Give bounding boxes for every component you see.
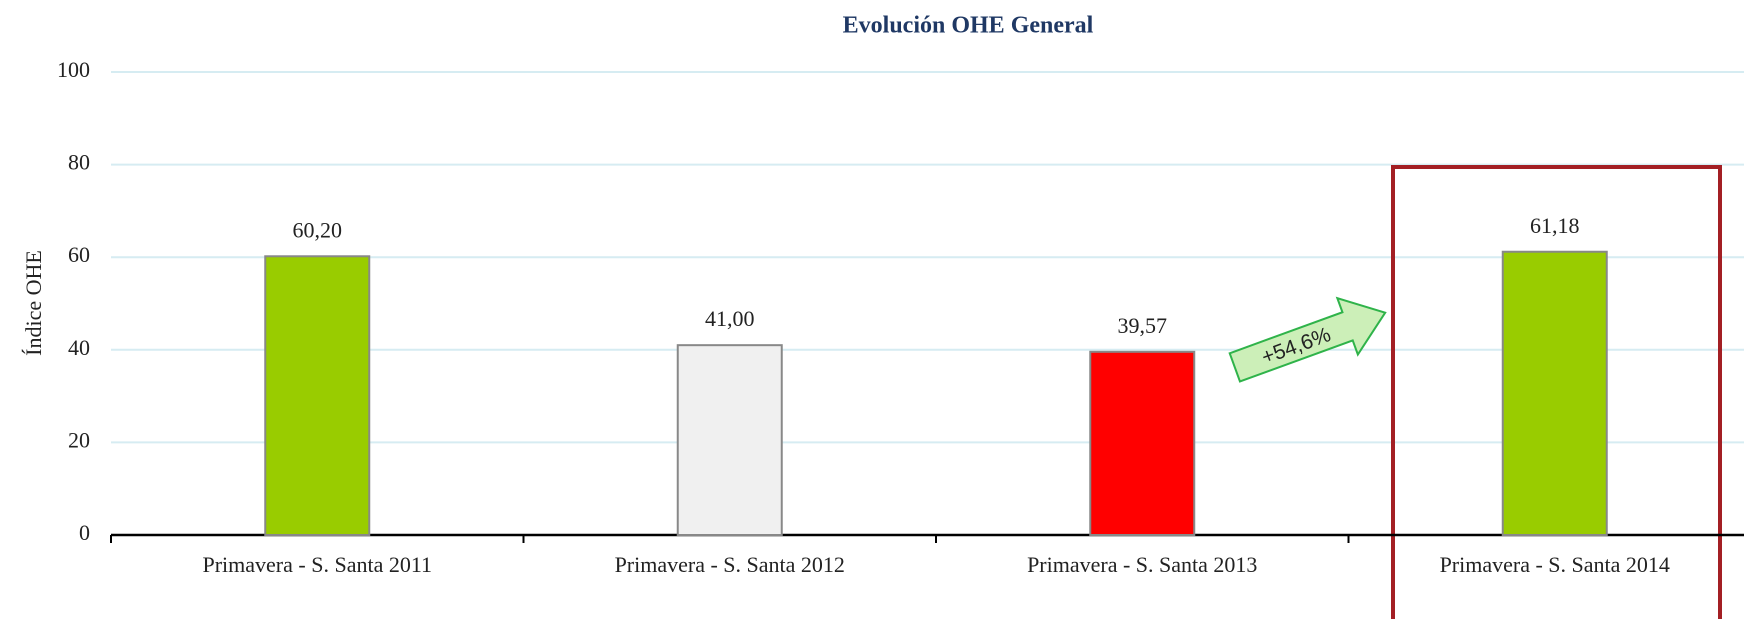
- arrow-shape: [1228, 296, 1387, 383]
- bar: [676, 344, 783, 537]
- bar: [264, 255, 371, 536]
- value-label: 41,00: [705, 306, 755, 331]
- y-axis-label: Índice OHE: [21, 250, 46, 356]
- x-tick-label: Primavera - S. Santa 2014: [1440, 552, 1670, 577]
- y-tick-label: 20: [68, 427, 90, 452]
- highlight-box: [1391, 165, 1722, 619]
- y-tick-label: 40: [68, 335, 90, 360]
- value-label: 61,18: [1530, 213, 1580, 238]
- y-tick-label: 80: [68, 150, 90, 175]
- x-tick-label: Primavera - S. Santa 2011: [202, 552, 432, 577]
- growth-arrow: +54,6%: [1228, 296, 1387, 383]
- bar: [1501, 250, 1608, 536]
- x-tick-label: Primavera - S. Santa 2013: [1027, 552, 1257, 577]
- value-label: 39,57: [1118, 313, 1168, 338]
- y-tick-label: 100: [57, 57, 90, 82]
- y-tick-label: 0: [79, 520, 90, 545]
- y-tick-label: 60: [68, 242, 90, 267]
- chart-title: Evolución OHE General: [843, 13, 1094, 39]
- x-tick-label: Primavera - S. Santa 2012: [615, 552, 845, 577]
- bar: [1089, 350, 1196, 536]
- value-label: 60,20: [293, 217, 343, 242]
